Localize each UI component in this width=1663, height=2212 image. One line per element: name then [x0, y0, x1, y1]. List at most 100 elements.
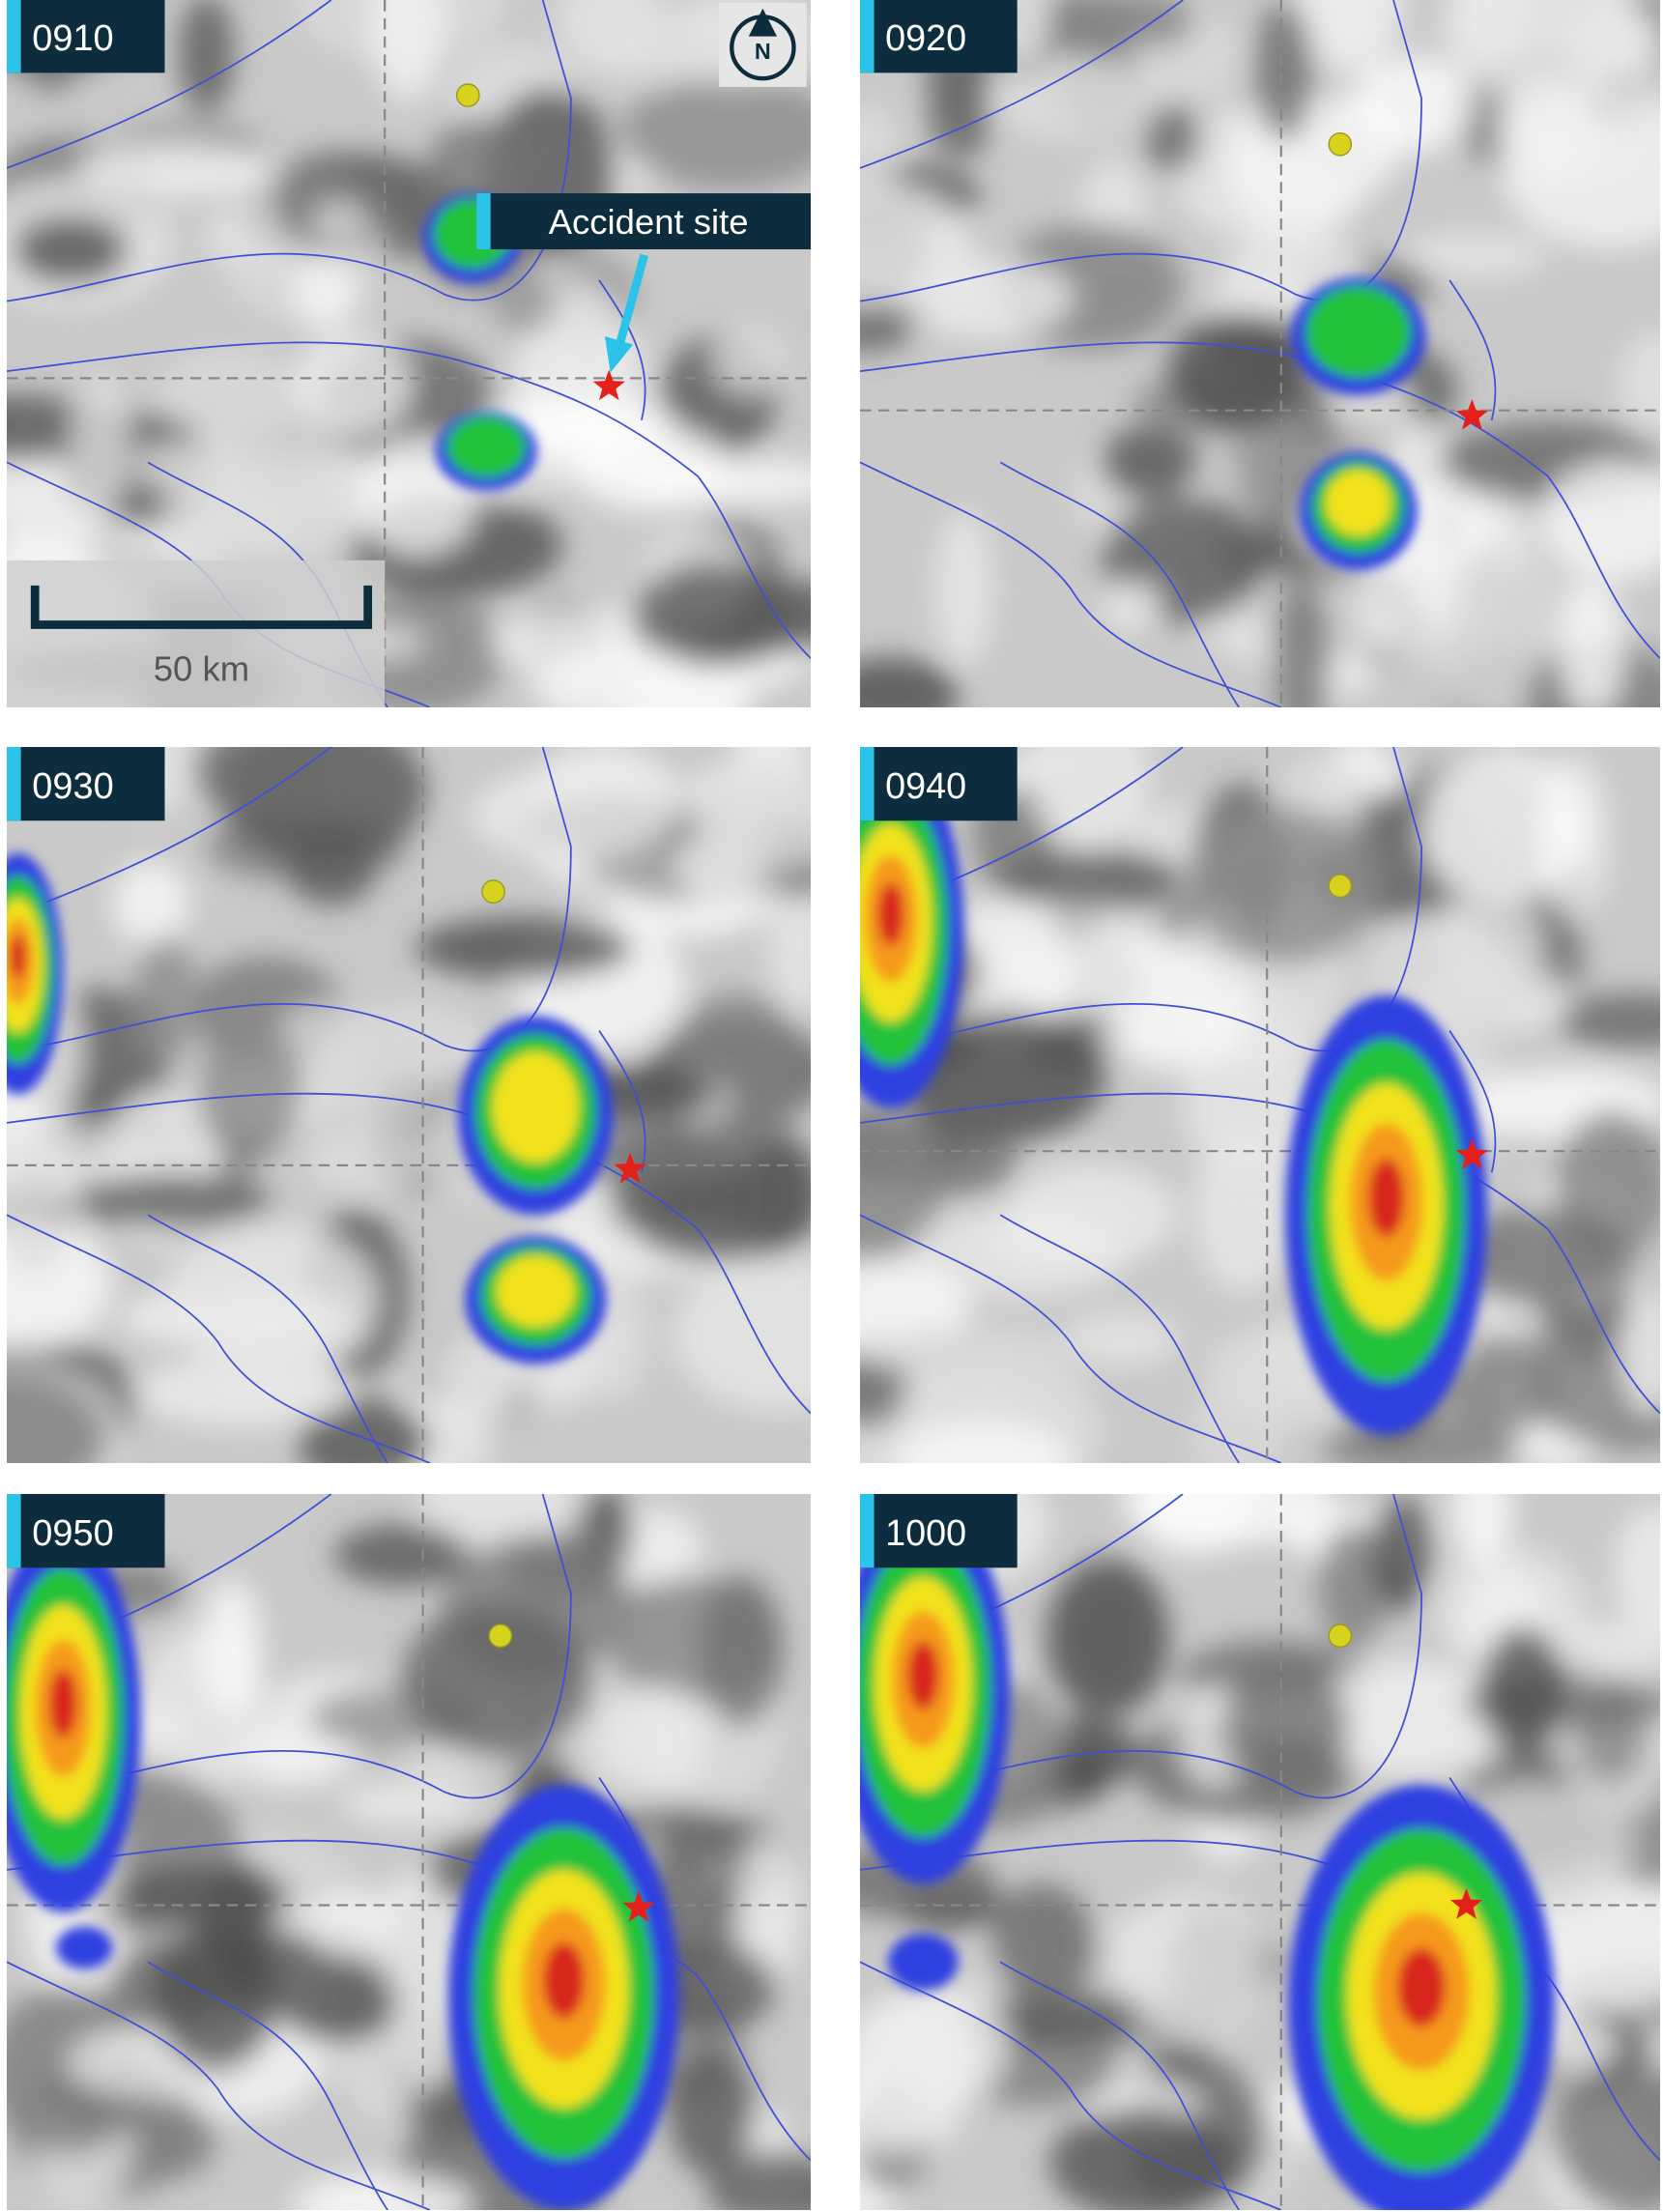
cloud [1618, 331, 1660, 435]
echo-level [492, 1051, 580, 1163]
cloud [201, 1578, 262, 1715]
river [999, 461, 1240, 707]
cloud [195, 1014, 303, 1159]
cloud [1253, 1, 1314, 141]
time-box-accent [7, 1494, 21, 1568]
cloud [882, 1983, 1009, 2104]
cloud [1442, 1341, 1566, 1433]
cloud [1479, 1626, 1565, 1758]
echo-level [446, 416, 527, 478]
time-label: 0930 [32, 766, 113, 807]
radar-echo [1290, 277, 1426, 570]
cloud [531, 646, 705, 707]
cloud [860, 1100, 943, 1263]
cloud [71, 370, 130, 516]
cloud [893, 1422, 1072, 1463]
cloud [1440, 1207, 1633, 1306]
echo-level [543, 1941, 586, 2019]
scale-bar [30, 585, 373, 629]
town-marker [1328, 874, 1353, 899]
cloud [401, 1601, 594, 1759]
cloud [860, 180, 972, 306]
river [1448, 279, 1497, 421]
map-panel: 1000 [860, 1494, 1660, 2210]
cloud [860, 656, 960, 707]
echo-level [1397, 1947, 1446, 2027]
echo-level [496, 1255, 576, 1328]
time-label: 0950 [32, 1513, 113, 1554]
cloud [1188, 807, 1380, 965]
cloud [1352, 54, 1475, 154]
river [999, 1214, 1240, 1463]
cloud [989, 1882, 1094, 2001]
time-label: 0910 [32, 18, 113, 59]
cloud [602, 1685, 707, 1795]
cloud [1182, 1036, 1318, 1178]
cloud [672, 1257, 811, 1412]
cloud [1401, 233, 1549, 277]
river [598, 279, 646, 421]
cloud [1046, 1558, 1170, 1716]
cloud [1005, 1163, 1179, 1265]
cloud [933, 510, 994, 668]
cloud [1370, 1496, 1430, 1613]
cloud [155, 349, 299, 445]
cloud [332, 1524, 471, 1587]
accident-star [622, 1890, 655, 1922]
town-marker [488, 1623, 513, 1649]
cloud [1272, 575, 1331, 707]
river [860, 747, 1422, 1053]
cloud [134, 1357, 354, 1427]
radar-echo [7, 1529, 680, 2210]
cloud [1310, 1659, 1504, 1776]
cloud [1100, 426, 1198, 500]
cloud [1553, 2054, 1660, 2210]
cloud [652, 1811, 729, 1874]
accident-star [1455, 399, 1488, 430]
river [7, 1961, 431, 2210]
cloud [77, 140, 270, 196]
cloud [1558, 992, 1660, 1049]
town-marker [1328, 131, 1353, 157]
echo-level [56, 1926, 113, 1969]
time-box-accent [7, 0, 21, 73]
cloud [504, 1533, 625, 1602]
cloud [76, 1172, 272, 1228]
accident-star [592, 369, 625, 401]
river [860, 0, 1422, 302]
cloud [685, 773, 811, 865]
cloud [339, 1780, 482, 1826]
cloud [986, 59, 1170, 141]
cloud [1026, 747, 1152, 848]
cloud [1435, 894, 1545, 996]
cloud [667, 2047, 756, 2176]
cloud [1296, 0, 1403, 73]
scale-label: 50 km [154, 649, 249, 689]
river [7, 747, 572, 1053]
river [860, 341, 1660, 659]
town-marker [455, 83, 480, 107]
time-box-accent [7, 747, 21, 821]
cloud [7, 1135, 79, 1212]
cloud [7, 1216, 113, 1351]
cloud [207, 1859, 277, 2001]
cloud [415, 916, 632, 980]
map-panel: 0910 N Accident site 50 km [7, 0, 811, 707]
river [1448, 1029, 1497, 1173]
time-box [860, 1494, 1018, 1568]
time-box-accent [860, 0, 875, 73]
cloud [7, 1372, 107, 1463]
cloud [1167, 313, 1310, 431]
cloud [897, 1013, 1106, 1142]
cloud [1420, 752, 1586, 905]
radar-echo [860, 754, 1488, 1435]
time-box [7, 0, 165, 73]
river [860, 1961, 1282, 2210]
cloud [860, 103, 899, 202]
cloud [133, 935, 199, 1073]
compass-needle [748, 8, 777, 37]
accident-star [614, 1152, 646, 1184]
river [147, 1961, 388, 2210]
cloud-texture [860, 747, 1660, 1463]
